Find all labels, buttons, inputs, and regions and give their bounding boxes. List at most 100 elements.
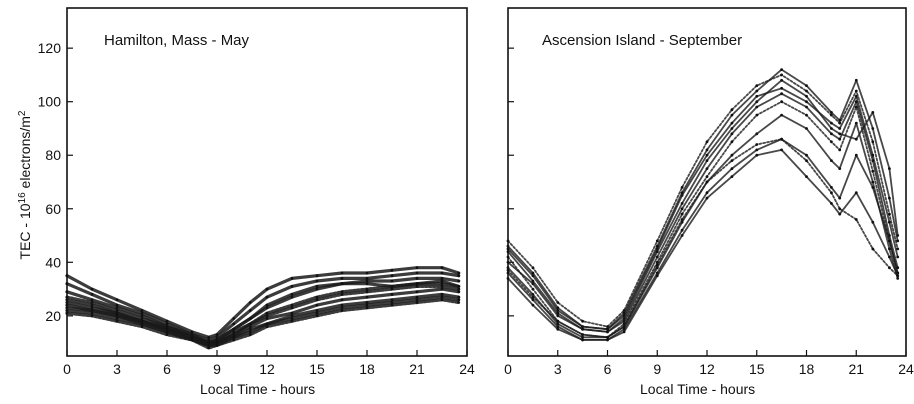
x-tick-label: 6 xyxy=(163,361,171,377)
data-point xyxy=(606,338,609,342)
data-point xyxy=(730,127,734,130)
data-point xyxy=(888,167,891,171)
data-point xyxy=(390,293,394,296)
data-point xyxy=(755,143,759,146)
data-point xyxy=(457,287,461,291)
x-tick-label: 18 xyxy=(799,361,815,377)
data-point xyxy=(115,303,119,307)
data-point xyxy=(248,333,252,336)
data-point xyxy=(805,89,808,93)
x-tick-label: 3 xyxy=(113,361,121,377)
x-tick-label: 21 xyxy=(848,361,864,377)
data-point xyxy=(340,290,344,294)
data-point xyxy=(755,84,759,87)
data-point xyxy=(805,94,808,98)
data-point xyxy=(365,290,369,294)
x-tick-label: 15 xyxy=(309,361,325,377)
data-point xyxy=(315,279,319,283)
data-point xyxy=(830,186,833,189)
data-point xyxy=(90,303,94,307)
data-point xyxy=(415,271,419,275)
data-point xyxy=(440,285,444,288)
data-point xyxy=(780,78,783,82)
y-axis-label: TEC - 1016 electrons/m2 xyxy=(17,110,34,259)
x-tick-label: 12 xyxy=(259,361,275,377)
data-point xyxy=(365,295,369,299)
data-point xyxy=(755,148,759,152)
data-point xyxy=(655,239,659,243)
data-point xyxy=(730,153,734,157)
data-point xyxy=(830,132,833,136)
data-point xyxy=(830,159,833,163)
data-point xyxy=(838,167,842,171)
axis-ticks: 0 3 6 9 12 15 18 21 24 xyxy=(504,47,914,377)
data-point xyxy=(365,301,369,304)
data-point xyxy=(248,309,252,312)
data-point xyxy=(190,338,194,342)
data-point xyxy=(888,266,891,270)
data-point xyxy=(805,175,808,179)
data-point xyxy=(871,140,875,144)
data-point xyxy=(655,250,659,254)
data-point xyxy=(896,239,900,243)
data-point xyxy=(140,325,144,328)
x-tick-label: 3 xyxy=(554,361,562,377)
data-point xyxy=(90,301,94,304)
data-point xyxy=(440,277,444,280)
data-point xyxy=(830,191,833,195)
data-point xyxy=(531,266,535,270)
data-point xyxy=(415,301,419,304)
data-point xyxy=(531,303,535,307)
data-point xyxy=(871,180,875,184)
data-point xyxy=(340,282,344,286)
data-point xyxy=(248,317,252,320)
data-point xyxy=(531,295,535,299)
data-point xyxy=(440,293,444,296)
data-point xyxy=(440,287,444,291)
series-group xyxy=(65,266,461,350)
data-point xyxy=(506,277,510,280)
x-tick-label: 6 xyxy=(604,361,612,377)
data-point xyxy=(705,180,709,184)
data-point xyxy=(830,111,833,114)
chart-panel-hamilton: Hamilton, Mass - May Local Time - hours … xyxy=(38,7,475,397)
data-point xyxy=(805,84,808,87)
data-point xyxy=(854,121,858,125)
data-point xyxy=(871,111,875,114)
data-point xyxy=(780,73,783,77)
data-point xyxy=(365,279,369,283)
data-point xyxy=(290,303,294,307)
data-point xyxy=(581,335,584,339)
data-point xyxy=(705,159,709,163)
data-point xyxy=(838,207,842,211)
data-point xyxy=(730,175,734,179)
data-point xyxy=(140,309,144,312)
data-point xyxy=(65,303,69,307)
data-point xyxy=(65,290,69,294)
data-point xyxy=(730,132,734,136)
data-point xyxy=(115,298,119,302)
data-point xyxy=(457,274,461,278)
data-point xyxy=(207,343,211,347)
data-point xyxy=(805,127,808,130)
data-point xyxy=(90,287,94,291)
data-point xyxy=(457,295,461,299)
data-point xyxy=(755,153,759,157)
data-point xyxy=(140,314,144,318)
data-point xyxy=(207,335,211,339)
data-point xyxy=(165,327,169,331)
data-point xyxy=(680,207,684,211)
panel-title: Ascension Island - September xyxy=(542,32,742,49)
data-point xyxy=(265,287,269,291)
data-point xyxy=(90,293,94,296)
data-point xyxy=(780,137,783,141)
data-point xyxy=(315,311,319,315)
data-point xyxy=(315,309,319,312)
data-point xyxy=(248,301,252,304)
data-point xyxy=(888,255,891,259)
data-point xyxy=(854,153,858,157)
data-point xyxy=(755,100,759,104)
data-point xyxy=(680,191,684,195)
data-point xyxy=(315,287,319,291)
